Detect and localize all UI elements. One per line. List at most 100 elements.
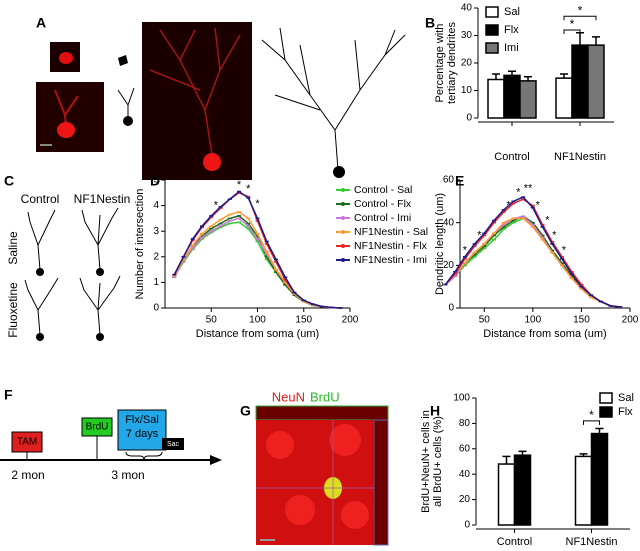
y-tick-label: 30 xyxy=(461,30,473,41)
soma xyxy=(96,268,104,276)
legend-label: NF1Nestin - Flx xyxy=(354,240,428,252)
cell xyxy=(57,122,75,138)
dendrite xyxy=(149,27,241,156)
significance-label: ** xyxy=(524,182,533,194)
trace xyxy=(27,209,56,271)
legend-marker xyxy=(341,216,345,220)
event-box xyxy=(162,438,184,450)
channel-label: BrdU xyxy=(310,389,340,404)
significance-label: * xyxy=(578,3,583,17)
legend-marker xyxy=(341,258,345,262)
column-label: NF1Nestin xyxy=(74,192,131,206)
bar xyxy=(587,44,605,119)
panel-label: C xyxy=(4,173,14,189)
trace xyxy=(81,207,119,271)
significance-label: * xyxy=(246,183,251,195)
event-label: 7 days xyxy=(126,428,159,440)
x-tick-label: NF1Nestin xyxy=(566,536,618,548)
significance-label: * xyxy=(562,244,567,256)
series-line xyxy=(444,217,621,308)
x-tick-label: NF1Nestin xyxy=(554,151,606,163)
legend-swatch xyxy=(485,42,499,54)
y-tick-label: 20 xyxy=(443,260,455,271)
legend-label: NF1Nestin - Sal xyxy=(354,226,428,238)
legend-label: Sal xyxy=(504,6,520,18)
significance-bracket xyxy=(583,420,600,425)
bar xyxy=(555,77,573,119)
x-tick-label: 100 xyxy=(249,315,266,326)
soma xyxy=(36,268,44,276)
channel-label: NeuN xyxy=(272,389,305,404)
panel-label: A xyxy=(36,15,46,31)
timeline xyxy=(0,409,222,465)
significance-label: * xyxy=(506,200,511,212)
bar xyxy=(497,463,516,526)
bar xyxy=(503,74,521,119)
panel-label: F xyxy=(4,387,13,403)
legend-swatch xyxy=(485,24,499,36)
series-line xyxy=(444,196,621,308)
image xyxy=(142,22,252,180)
soma xyxy=(36,333,44,341)
y-tick-label: 2 xyxy=(153,251,159,262)
soma xyxy=(96,333,104,341)
cell xyxy=(203,153,221,171)
micrograph xyxy=(255,405,389,546)
y-axis-label: BrdU+NeuN+ cells in xyxy=(420,410,432,513)
x-tick-label: 150 xyxy=(573,315,590,326)
significance-label: * xyxy=(237,179,242,191)
arrow-head xyxy=(210,455,222,465)
y-tick-label: 0 xyxy=(153,303,159,314)
trace xyxy=(24,277,59,336)
y-axis-label: tertiary dendrites xyxy=(446,22,458,104)
bar xyxy=(571,44,589,119)
panel-label: H xyxy=(430,403,440,419)
row-label: Saline xyxy=(6,231,20,265)
bar xyxy=(519,80,537,119)
legend-label: Imi xyxy=(504,42,519,54)
y-tick-label: 5 xyxy=(153,175,159,186)
y-tick-label: 4 xyxy=(153,200,159,211)
y-tick-label: 40 xyxy=(461,3,473,14)
x-tick-label: Control xyxy=(494,151,529,163)
y-axis-label: Percentage with xyxy=(434,24,446,103)
significance-label: * xyxy=(552,229,557,241)
event-label: TAM xyxy=(17,437,37,448)
significance-label: * xyxy=(545,214,550,226)
legend-label: NF1Nestin - Imi xyxy=(354,254,427,266)
y-tick-label: 20 xyxy=(459,494,471,505)
legend-marker xyxy=(341,188,345,192)
significance-bracket xyxy=(563,29,581,34)
legend-label: Flx xyxy=(504,24,519,36)
y-axis-label: all BrdU+ cells (%) xyxy=(432,416,444,507)
cell xyxy=(266,431,294,459)
significance-label: * xyxy=(463,244,468,256)
event-box xyxy=(117,409,167,451)
legend-label: Control - Flx xyxy=(354,198,412,210)
series-line xyxy=(444,215,621,308)
legend-label: Control - Imi xyxy=(354,212,411,224)
bar xyxy=(590,432,609,526)
y-tick-label: 20 xyxy=(461,58,473,69)
cell xyxy=(285,495,315,525)
time-label: 2 mon xyxy=(11,468,44,482)
series-line xyxy=(173,211,341,309)
legend-label: Sal xyxy=(618,392,634,404)
legend-marker xyxy=(341,230,345,234)
panel-label: D xyxy=(150,173,160,189)
y-axis-label: Number of intersection xyxy=(134,189,146,300)
cell xyxy=(59,52,73,64)
y-tick-label: 40 xyxy=(459,469,471,480)
x-tick-label: 200 xyxy=(622,315,639,326)
legend-marker xyxy=(341,244,345,248)
trace xyxy=(333,166,345,178)
legend-label: Control - Sal xyxy=(354,184,412,196)
column-label: Control xyxy=(21,192,60,206)
cell xyxy=(329,424,361,456)
y-axis-label: Dendritic length (um) xyxy=(434,193,446,295)
cell xyxy=(341,501,369,529)
significance-label: * xyxy=(477,229,482,241)
bar xyxy=(487,78,505,119)
significance-bracket xyxy=(563,15,597,21)
trace xyxy=(123,116,133,126)
